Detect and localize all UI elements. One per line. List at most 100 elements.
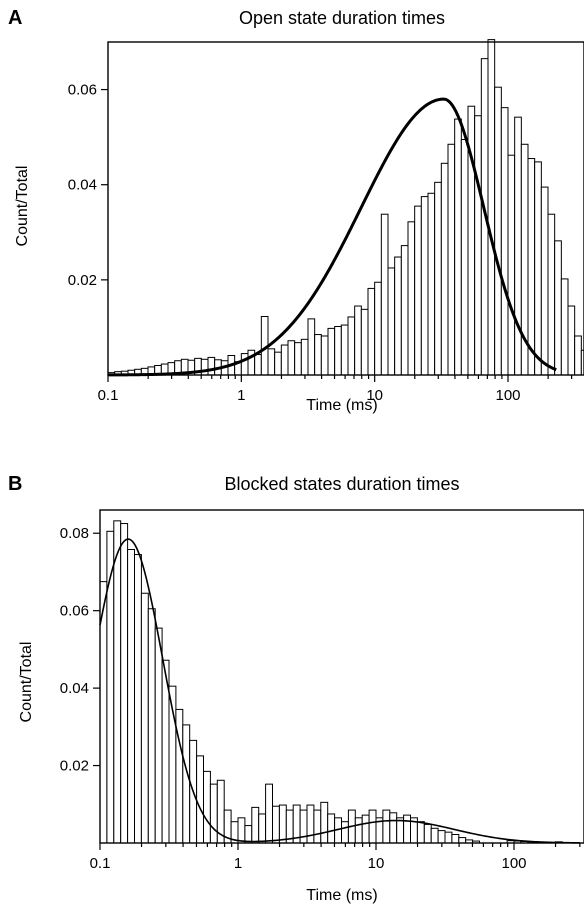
panel-b-bar (437, 830, 446, 844)
panel-a-bar (320, 335, 329, 376)
panel-a-fit-curve (107, 97, 557, 377)
panel-b-bar (140, 592, 149, 844)
panel-a-bar (574, 335, 582, 376)
panel-a-bar (327, 327, 336, 376)
panel-a-bar (394, 256, 402, 376)
panel-a-bar (274, 351, 282, 376)
panel-b-bar (299, 809, 308, 844)
panel-b-bar (320, 801, 329, 844)
panel-a-bar (560, 278, 569, 376)
panel-a: A Open state duration times Time (ms) Co… (8, 7, 584, 414)
panel-b-bar (120, 523, 129, 844)
panel-a-bar (547, 213, 556, 376)
panel-b-bar (306, 804, 315, 844)
panel-a-bar (294, 342, 302, 376)
panel-b-bar (423, 823, 432, 844)
panel-b-bar (203, 770, 211, 844)
panel-a-bar (200, 358, 209, 376)
panel-b-bar (354, 817, 363, 844)
panel-a-bar (474, 115, 482, 376)
panel-b-bar (134, 554, 142, 844)
panel-a-xtick-label: 1 (237, 387, 245, 404)
panel-a-bar (507, 154, 516, 376)
panel-a-bar (567, 305, 576, 376)
panel-a-xlabel: Time (ms) (306, 397, 377, 414)
panel-b-ylabel: Count/Total (18, 642, 35, 723)
panel-a-ylabel: Count/Total (14, 166, 31, 247)
panel-b-bar (396, 817, 405, 844)
panel-b-bar (272, 805, 280, 844)
panel-a-bar (554, 240, 562, 376)
panel-b-xtick-label: 0.1 (90, 855, 111, 872)
panel-a-bar (427, 192, 436, 376)
panel-b-bar (368, 809, 377, 844)
panel-b-bar (361, 814, 370, 844)
panel-b-bar (113, 520, 122, 844)
panel-b-bar (416, 821, 425, 844)
panel-a-xtick-label: 0.1 (98, 387, 119, 404)
panel-b-ytick-label: 0.08 (60, 525, 89, 542)
panel-a-bar (254, 354, 262, 376)
panel-a-bar (300, 338, 309, 376)
panel-b-label: B (8, 473, 22, 495)
panel-b-bar (313, 809, 322, 844)
panel-a-bar (374, 281, 382, 376)
panel-b-fit-curve (99, 538, 580, 844)
panel-b-bars (99, 520, 563, 844)
panel-a-bar (400, 245, 409, 376)
panel-a-plot-frame (107, 41, 584, 376)
panel-a-bar (267, 348, 276, 376)
panel-a-ytick-label: 0.06 (68, 82, 97, 99)
panel-a-bars (107, 39, 584, 376)
panel-b-bar (258, 813, 267, 844)
panel-a-bar (414, 205, 422, 376)
panel-a-bar (367, 287, 376, 376)
panel-a-bar (527, 158, 536, 376)
panel-b-ytick-label: 0.02 (60, 758, 89, 775)
panel-b-bar (403, 814, 412, 844)
panel-b-plot-frame (99, 509, 584, 844)
panel-b-xtick-label: 100 (501, 855, 526, 872)
panel-b-bar (265, 783, 274, 844)
panel-a-bar (347, 316, 356, 376)
panel-a-bar (387, 267, 396, 376)
panel-b-bar (458, 837, 467, 844)
panel-a-bar (487, 39, 496, 376)
panel-a-bar (380, 213, 389, 376)
panel-b-ytick-label: 0.06 (60, 603, 89, 620)
panel-a-bar (334, 325, 342, 376)
panel-a-ytick-label: 0.02 (68, 272, 97, 289)
panel-a-bar (500, 107, 509, 376)
panel-b-bar (237, 817, 246, 844)
panel-a-bar (447, 143, 456, 376)
panel-b-ytick-label: 0.04 (60, 680, 89, 697)
panel-a-bar (580, 349, 584, 376)
panel-a-bar (514, 116, 522, 376)
panel-a-bar (340, 324, 349, 376)
panel-b-bar (196, 755, 205, 844)
panel-b-xtick-label: 10 (368, 855, 385, 872)
panel-b-bar (451, 833, 460, 844)
panel-b: B Blocked states duration times Time (ms… (8, 473, 584, 904)
panel-a-bar (460, 139, 469, 376)
panel-a-xtick-label: 10 (366, 387, 383, 404)
panel-a-xtick-label: 100 (495, 387, 520, 404)
panel-a-bar (287, 340, 296, 376)
panel-a-bar (454, 118, 462, 376)
panel-b-xlabel: Time (ms) (306, 887, 377, 904)
panel-a-bar (360, 308, 369, 376)
panel-b-title: Blocked states duration times (224, 474, 459, 494)
panel-b-bar (154, 627, 163, 844)
panel-a-title: Open state duration times (239, 8, 445, 28)
panel-b-bar (389, 812, 398, 844)
panel-a-bar (540, 186, 549, 376)
panel-b-bar (127, 549, 135, 844)
panel-b-bar (444, 831, 453, 844)
panel-a-bar (207, 356, 216, 376)
panel-a-bar (494, 86, 502, 376)
panel-b-bar (341, 821, 349, 844)
panel-a-ticks: 0.1 1 10 100 0.02 0.04 0.06 (68, 82, 573, 404)
panel-a-bar (440, 162, 449, 376)
panel-b-bar (147, 608, 156, 844)
panel-b-bar (251, 806, 260, 844)
